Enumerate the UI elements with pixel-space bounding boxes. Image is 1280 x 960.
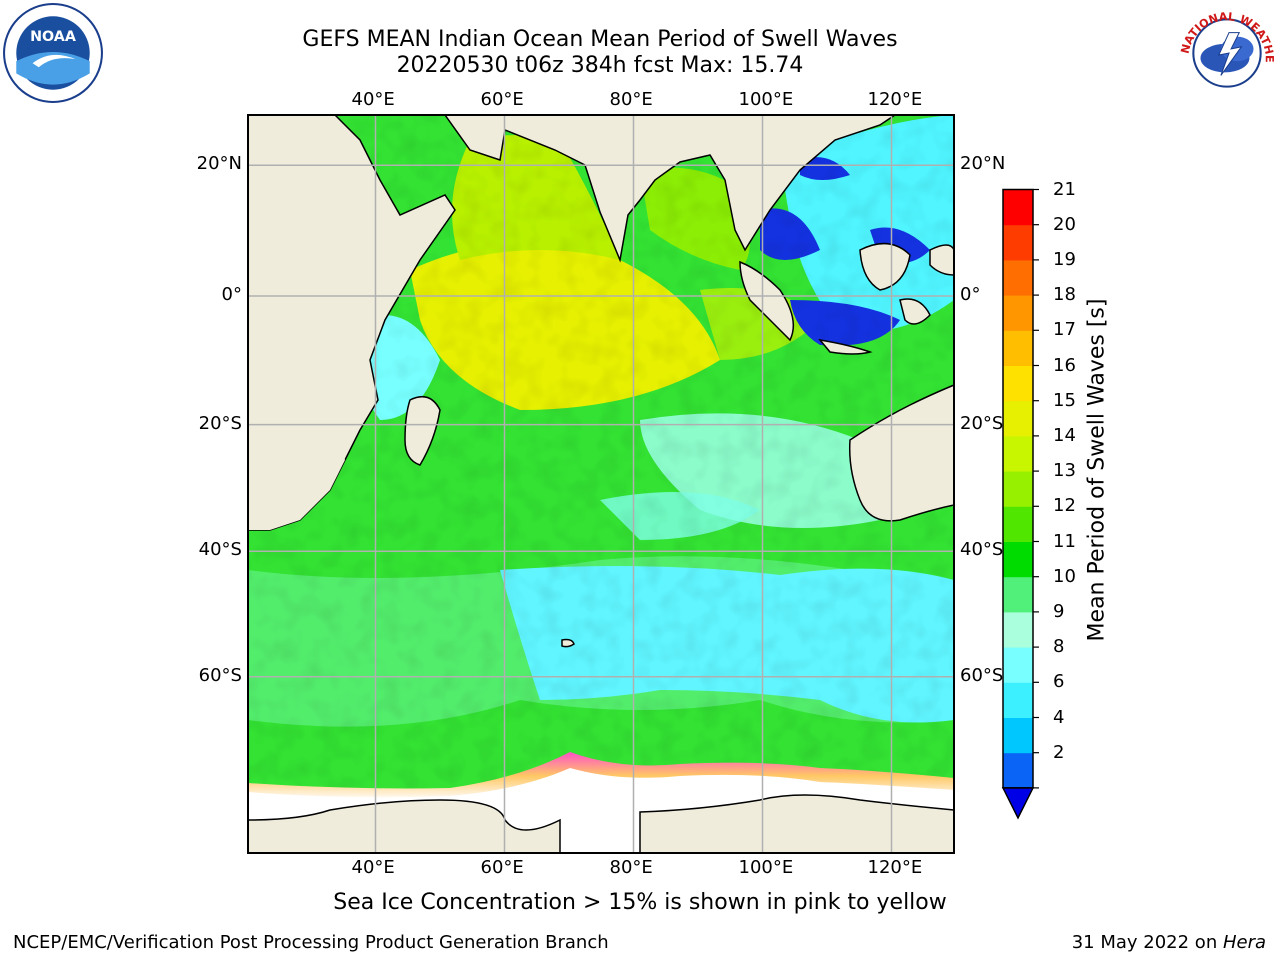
land-kerguelen bbox=[561, 638, 575, 648]
colorbar-segment bbox=[1003, 330, 1033, 366]
land-antarctica-east bbox=[639, 794, 954, 853]
footer-credit: NCEP/EMC/Verification Post Processing Pr… bbox=[13, 932, 609, 953]
lon-tick-label-top: 80°E bbox=[609, 89, 653, 110]
colorbar bbox=[1001, 188, 1039, 820]
land-borneo bbox=[859, 242, 911, 291]
lat-tick-label-right: 20°N bbox=[960, 153, 1006, 175]
land-java bbox=[818, 338, 873, 355]
lat-tick-label-left: 20°S bbox=[198, 412, 242, 434]
colorbar-tick-label: 2 bbox=[1053, 741, 1065, 763]
lon-tick-label-top: 120°E bbox=[867, 89, 923, 110]
land-antarctica-west bbox=[248, 799, 561, 853]
lon-tick-label-bottom: 120°E bbox=[867, 857, 923, 878]
colorbar-tick-label: 17 bbox=[1053, 319, 1076, 341]
map-title: GEFS MEAN Indian Ocean Mean Period of Sw… bbox=[302, 27, 898, 52]
lon-tick-label-bottom: 40°E bbox=[351, 857, 395, 878]
colorbar-tick-label: 18 bbox=[1053, 284, 1076, 306]
colorbar-segment bbox=[1003, 295, 1033, 331]
colorbar-segment bbox=[1003, 611, 1033, 648]
lon-tick-label-top: 40°E bbox=[351, 89, 395, 110]
lon-tick-label-bottom: 100°E bbox=[738, 857, 794, 878]
lat-tick-label-left: 40°S bbox=[198, 539, 242, 561]
footer-machine: Hera bbox=[1222, 932, 1266, 953]
colorbar-tick-label: 9 bbox=[1053, 600, 1065, 622]
footer-date: 31 May 2022 on Hera bbox=[1072, 932, 1266, 953]
colorbar-tick-label: 14 bbox=[1053, 424, 1076, 446]
nws-logo: NATIONAL WEATHER SERVICE bbox=[1176, 2, 1276, 102]
colorbar-segment bbox=[1003, 541, 1033, 578]
lat-tick-label-right: 0° bbox=[960, 284, 981, 305]
colorbar-segment bbox=[1003, 682, 1033, 718]
colorbar-tick-label: 20 bbox=[1053, 213, 1076, 235]
colorbar-segment bbox=[1003, 752, 1033, 789]
colorbar-tick-label: 12 bbox=[1053, 495, 1076, 517]
land-sulawesi bbox=[899, 298, 931, 325]
colorbar-segment bbox=[1003, 259, 1033, 296]
colorbar-tick-label: 11 bbox=[1053, 530, 1076, 552]
colorbar-segment bbox=[1003, 224, 1033, 261]
lat-tick-label-left: 0° bbox=[221, 284, 242, 305]
colorbar-segment bbox=[1003, 400, 1033, 437]
colorbar-tick-label: 21 bbox=[1053, 178, 1076, 200]
noaa-logo: NOAA bbox=[3, 3, 103, 103]
colorbar-segment bbox=[1003, 717, 1033, 754]
land-philippines bbox=[929, 244, 954, 276]
colorbar-tick-label: 4 bbox=[1053, 706, 1065, 728]
map-frame bbox=[247, 114, 955, 854]
colorbar-segment bbox=[1003, 506, 1033, 542]
colorbar-underflow-arrow bbox=[1001, 787, 1035, 820]
lat-tick-label-left: 60°S bbox=[198, 664, 242, 686]
colorbar-tick-label: 8 bbox=[1053, 636, 1065, 658]
lat-tick-label-right: 60°S bbox=[960, 664, 1004, 686]
colorbar-tick-label: 16 bbox=[1053, 354, 1076, 376]
colorbar-tick-label: 13 bbox=[1053, 460, 1076, 482]
footer-date-text: 31 May 2022 on bbox=[1071, 932, 1223, 953]
land-arabia-india-asia bbox=[248, 115, 897, 263]
lon-tick-label-bottom: 60°E bbox=[480, 857, 524, 878]
colorbar-frame bbox=[1002, 188, 1034, 789]
land-masses bbox=[248, 115, 954, 853]
colorbar-segment bbox=[1003, 365, 1033, 402]
noaa-logo-text: NOAA bbox=[30, 29, 76, 45]
sea-ice-note: Sea Ice Concentration > 15% is shown in … bbox=[333, 890, 947, 915]
lat-tick-label-right: 40°S bbox=[960, 539, 1004, 561]
colorbar-tick-label: 15 bbox=[1053, 389, 1076, 411]
lat-tick-label-left: 20°N bbox=[196, 153, 242, 175]
graticule bbox=[248, 115, 954, 853]
lon-tick-label-top: 60°E bbox=[480, 89, 524, 110]
land-madagascar bbox=[404, 395, 441, 466]
lat-tick-label-right: 20°S bbox=[960, 412, 1004, 434]
colorbar-segment bbox=[1003, 435, 1033, 472]
colorbar-title: Mean Period of Swell Waves [s] bbox=[1084, 298, 1110, 642]
colorbar-tick-label: 6 bbox=[1053, 671, 1065, 693]
colorbar-segment bbox=[1003, 576, 1033, 613]
map-subtitle: 20220530 t06z 384h fcst Max: 15.74 bbox=[396, 53, 804, 78]
colorbar-segment bbox=[1003, 471, 1033, 507]
land-sumatra bbox=[739, 260, 795, 342]
lon-tick-label-bottom: 80°E bbox=[609, 857, 653, 878]
lon-tick-label-top: 100°E bbox=[738, 89, 794, 110]
colorbar-tick-label: 19 bbox=[1053, 248, 1076, 270]
land-australia bbox=[848, 384, 954, 522]
colorbar-tick-label: 10 bbox=[1053, 565, 1076, 587]
colorbar-segment bbox=[1003, 189, 1033, 226]
colorbar-segment bbox=[1003, 647, 1033, 683]
